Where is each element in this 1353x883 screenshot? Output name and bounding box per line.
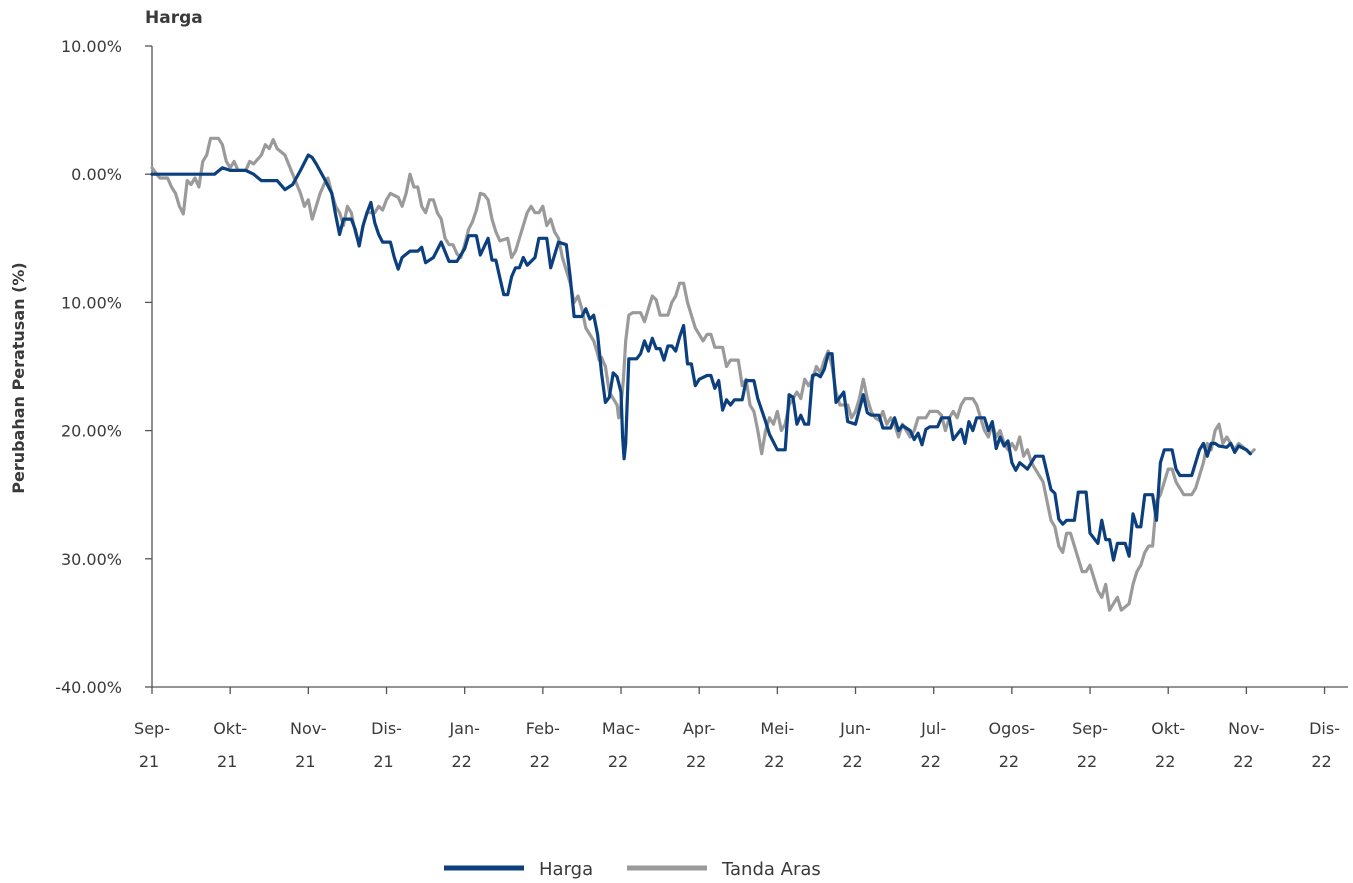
legend-label-harga: Harga	[539, 859, 593, 880]
x-tick-label: Jul-	[920, 719, 946, 738]
x-tick-label: Apr-	[683, 719, 715, 738]
x-tick-label: Jun-	[839, 719, 871, 738]
x-tick-label: Mac-	[602, 719, 640, 738]
x-tick-label-year: 21	[295, 752, 315, 771]
x-tick-label-year: 22	[1077, 752, 1097, 771]
series-layer	[150, 136, 1256, 612]
x-tick-label-year: 21	[373, 752, 393, 771]
series-line-harga	[150, 153, 1252, 562]
y-axis: 10.00% 0.00% 10.00% 20.00% 30.00% -40.00%	[55, 37, 153, 697]
x-tick-label-year: 22	[608, 752, 628, 771]
y-tick-label: -40.00%	[55, 678, 122, 697]
x-tick-label: Feb-	[526, 719, 560, 738]
x-tick-label: Dis-	[371, 719, 402, 738]
y-tick-label: 10.00%	[61, 37, 122, 56]
x-tick-label: Okt-	[1151, 719, 1185, 738]
x-tick-label-year: 22	[1311, 752, 1331, 771]
x-axis: Sep- 21 Okt- 21 Nov- 21 Dis- 21 Jan- 22 Feb- 22 Mac-…	[134, 686, 1348, 771]
legend: Harga Tanda Aras	[444, 859, 821, 880]
legend-label-tanda-aras: Tanda Aras	[721, 859, 821, 880]
y-axis-label: Perubahan Peratusan (%)	[9, 262, 28, 494]
x-tick-label-year: 22	[1155, 752, 1175, 771]
x-tick-label: Nov-	[290, 719, 327, 738]
x-tick-label: Nov-	[1228, 719, 1265, 738]
x-tick-label: Okt-	[213, 719, 247, 738]
x-tick-label-year: 22	[842, 752, 862, 771]
x-tick-label-year: 22	[1233, 752, 1253, 771]
x-tick-label-year: 22	[999, 752, 1019, 771]
x-tick-label: Dis-	[1309, 719, 1340, 738]
x-tick-label-year: 22	[686, 752, 706, 771]
x-tick-label: Ogos-	[989, 719, 1036, 738]
x-tick-label: Sep-	[134, 719, 170, 738]
x-tick-label-year: 22	[764, 752, 784, 771]
x-tick-label: Sep-	[1072, 719, 1108, 738]
x-tick-label: Mei-	[760, 719, 794, 738]
x-tick-label-year: 22	[921, 752, 941, 771]
x-tick-label-year: 21	[139, 752, 159, 771]
chart-title: Harga	[145, 8, 203, 28]
y-tick-label: 30.00%	[61, 550, 122, 569]
series-line-tanda-aras	[150, 136, 1256, 612]
x-tick-label: Jan-	[448, 719, 479, 738]
x-tick-label-year: 22	[530, 752, 550, 771]
x-tick-label-year: 21	[217, 752, 237, 771]
y-tick-label: 0.00%	[71, 165, 122, 184]
y-tick-label: 20.00%	[61, 422, 122, 441]
x-tick-label-year: 22	[452, 752, 472, 771]
y-tick-label: 10.00%	[61, 293, 122, 312]
